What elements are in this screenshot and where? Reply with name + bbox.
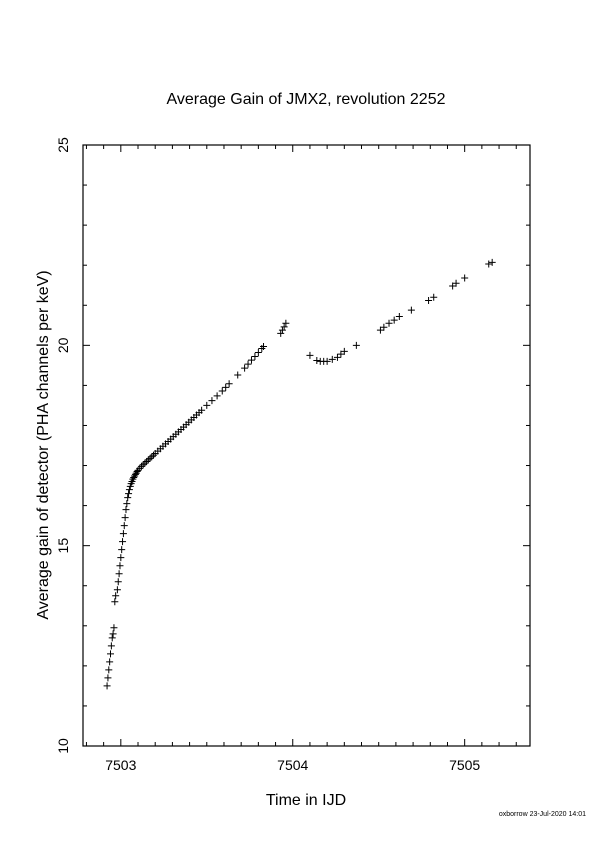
data-point [111, 598, 119, 606]
data-point [119, 530, 127, 538]
data-point [113, 586, 121, 594]
data-point [115, 570, 123, 578]
chart-title: Average Gain of JMX2, revolution 2252 [167, 91, 446, 108]
data-point [277, 329, 285, 337]
data-point [218, 387, 226, 395]
y-tick-label: 25 [55, 137, 71, 153]
data-point [107, 642, 115, 650]
footer-credit: oxborrow 23-Jul-2020 14:01 [499, 811, 586, 818]
data-point [107, 650, 115, 658]
data-point [116, 562, 124, 570]
data-point [430, 293, 438, 301]
y-tick-label: 20 [55, 337, 71, 353]
data-point [280, 323, 288, 331]
data-point [124, 494, 132, 502]
data-point [203, 401, 211, 409]
data-point [323, 357, 331, 365]
data-point [143, 458, 151, 466]
data-point [144, 456, 152, 464]
data-point [122, 506, 130, 514]
data-point [110, 624, 118, 632]
data-point [114, 578, 122, 586]
data-point [104, 674, 112, 682]
data-point [395, 312, 403, 320]
x-axis-tick-labels: 7503 7504 7505 [105, 757, 480, 773]
data-point [385, 319, 393, 327]
data-point [121, 514, 129, 522]
data-point [109, 630, 117, 638]
data-point [137, 462, 145, 470]
data-point [340, 347, 348, 355]
data-point [485, 260, 493, 268]
data-point [105, 666, 113, 674]
data-point [146, 454, 154, 462]
data-point [452, 279, 460, 287]
data-points [103, 258, 496, 690]
data-point [139, 461, 147, 469]
data-point [254, 349, 262, 357]
data-point [106, 658, 114, 666]
y-tick-label: 10 [55, 738, 71, 754]
data-point [241, 364, 249, 372]
y-axis-tick-labels: 10 15 20 25 [55, 137, 71, 754]
data-point [380, 323, 388, 331]
x-axis-label: Time in IJD [266, 792, 346, 809]
data-point [244, 360, 252, 368]
data-point [225, 380, 233, 388]
data-point [222, 383, 230, 391]
data-point [125, 490, 133, 498]
data-point [125, 486, 133, 494]
data-point [306, 351, 314, 359]
data-point [488, 258, 496, 266]
y-tick-label: 15 [55, 538, 71, 554]
data-point [118, 546, 126, 554]
y-axis-label: Average gain of detector (PHA channels p… [35, 270, 52, 619]
data-point [129, 475, 137, 483]
data-point [141, 459, 149, 467]
data-point [120, 522, 128, 530]
data-point [328, 355, 336, 363]
x-tick-label: 7505 [449, 757, 480, 773]
x-tick-label: 7503 [105, 757, 136, 773]
data-point [123, 500, 131, 508]
data-point [260, 343, 268, 351]
data-point [149, 451, 157, 459]
data-point [278, 326, 286, 334]
data-point [247, 356, 255, 364]
data-point [352, 341, 360, 349]
data-point [112, 592, 120, 600]
data-point [213, 392, 221, 400]
data-point [425, 296, 433, 304]
plot-frame [82, 144, 531, 747]
x-tick-label: 7504 [277, 757, 308, 773]
data-point [251, 353, 259, 361]
data-point [407, 306, 415, 314]
data-point [234, 371, 242, 379]
data-point [103, 682, 111, 690]
data-point [390, 316, 398, 324]
data-point [108, 634, 116, 642]
data-point [461, 274, 469, 282]
data-point [282, 319, 290, 327]
data-point [119, 538, 127, 546]
data-point [130, 474, 138, 482]
data-point [208, 397, 216, 405]
data-point [333, 353, 341, 361]
data-point [117, 554, 125, 562]
data-point [148, 453, 156, 461]
axis-ticks [83, 144, 530, 747]
data-point [313, 357, 321, 365]
data-point [198, 406, 206, 414]
